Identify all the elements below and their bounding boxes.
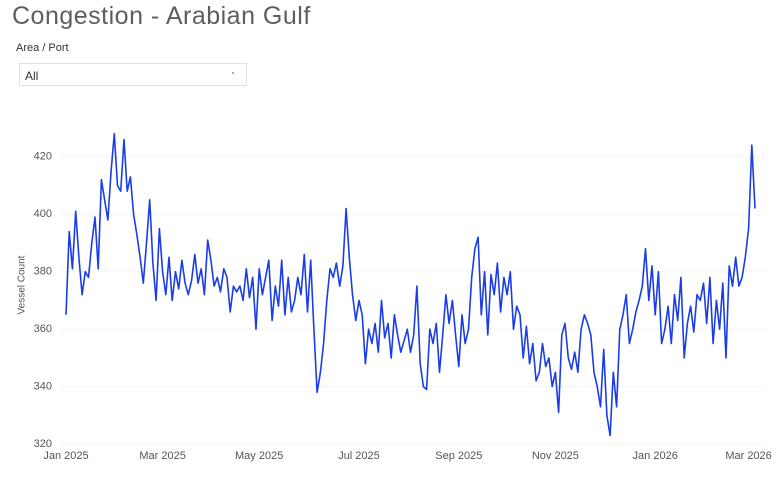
- x-tick-label: Sep 2025: [435, 450, 482, 462]
- page-title: Congestion - Arabian Gulf: [12, 2, 311, 30]
- x-tick-label: Mar 2025: [139, 450, 185, 462]
- y-tick-label: 320: [34, 438, 52, 450]
- y-tick-label: 340: [34, 381, 52, 393]
- x-tick-label: Jul 2025: [338, 450, 380, 462]
- y-axis-title: Vessel Count: [17, 255, 28, 314]
- x-tick-label: Jan 2026: [633, 450, 678, 462]
- y-tick-label: 400: [34, 208, 52, 220]
- x-tick-label: Jan 2025: [43, 450, 88, 462]
- y-tick-label: 420: [34, 151, 52, 163]
- filter-label: Area / Port: [16, 42, 69, 54]
- x-tick-label: Nov 2025: [532, 450, 579, 462]
- data-line: [65, 132, 756, 437]
- x-tick-label: May 2025: [235, 450, 283, 462]
- filter-value: All: [25, 69, 39, 83]
- y-tick-label: 360: [34, 323, 52, 335]
- filter-dropdown[interactable]: All: [19, 63, 247, 86]
- y-tick-label: 380: [34, 266, 52, 278]
- x-tick-label: Mar 2026: [725, 450, 771, 462]
